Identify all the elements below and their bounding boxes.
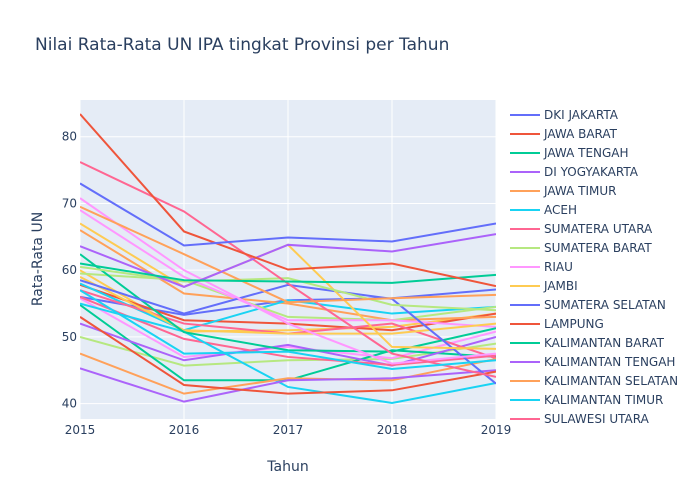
series-line-unlabeled: [80, 297, 496, 360]
series-line-dki-jakarta: [80, 182, 496, 247]
series-line-jawa-tengah: [80, 262, 496, 284]
legend-label: JAWA BARAT: [543, 127, 618, 141]
legend-item[interactable]: KALIMANTAN BARAT: [510, 336, 665, 350]
y-axis-title: Rata-Rata UN: [30, 212, 46, 306]
legend-label: SUMATERA UTARA: [544, 222, 653, 236]
series-line-jawa-timur: [80, 205, 496, 304]
series-line-unlabeled: [80, 322, 496, 367]
legend-item[interactable]: SUMATERA BARAT: [510, 241, 652, 255]
series-lines: [80, 113, 496, 404]
y-tick-label: 70: [62, 196, 77, 210]
legend-item[interactable]: SUMATERA SELATAN: [510, 298, 666, 312]
series-line-kalimantan-timur: [80, 302, 496, 404]
x-axis-title: Tahun: [266, 459, 308, 475]
y-tick-label: 40: [62, 397, 77, 411]
series-line-kalimantan-barat: [80, 253, 496, 353]
series-line-aceh: [80, 289, 496, 370]
legend-label: RIAU: [544, 260, 573, 274]
series-line-unlabeled: [80, 275, 496, 335]
y-tick-label: 60: [62, 263, 77, 277]
legend-label: JAMBI: [543, 279, 578, 293]
series-line-sumatera-selatan: [80, 279, 496, 385]
legend-label: SUMATERA SELATAN: [544, 298, 666, 312]
legend-label: SULAWESI UTARA: [544, 412, 650, 426]
y-tick-label: 50: [62, 330, 77, 344]
series-line-lampung: [80, 316, 496, 395]
legend-item[interactable]: SULAWESI UTARA: [510, 412, 650, 426]
legend-item[interactable]: JAMBI: [510, 279, 578, 293]
series-line-kalimantan-tengah: [80, 367, 496, 403]
series-line-jawa-barat: [80, 113, 496, 288]
x-tick-label: 2018: [377, 423, 408, 437]
legend-item[interactable]: JAWA TIMUR: [510, 184, 616, 198]
x-tick-label: 2019: [481, 423, 512, 437]
legend-label: LAMPUNG: [544, 317, 604, 331]
series-line-di-yogyakarta: [80, 233, 496, 288]
chart-title: Nilai Rata-Rata UN IPA tingkat Provinsi …: [35, 35, 449, 55]
legend-label: KALIMANTAN SELATAN: [544, 374, 678, 388]
legend-item[interactable]: KALIMANTAN TIMUR: [510, 393, 663, 407]
legend-label: DI YOGYAKARTA: [544, 165, 639, 179]
series-line-sumatera-utara: [80, 161, 496, 378]
legend-item[interactable]: ACEH: [510, 203, 577, 217]
legend-item[interactable]: KALIMANTAN TENGAH: [510, 355, 675, 369]
x-tick-label: 2016: [169, 423, 200, 437]
series-line-sumatera-barat: [80, 265, 496, 312]
series-line-unlabeled: [80, 209, 496, 328]
x-tick-label: 2017: [273, 423, 304, 437]
legend-item[interactable]: LAMPUNG: [510, 317, 604, 331]
legend-item[interactable]: DKI JAKARTA: [510, 108, 619, 122]
legend-label: KALIMANTAN TENGAH: [544, 355, 675, 369]
series-line-riau: [80, 197, 496, 365]
x-axis-ticks: 2015 2016 2017 2018 2019: [65, 423, 512, 437]
legend-item[interactable]: JAWA BARAT: [510, 127, 618, 141]
series-line-unlabeled: [80, 272, 496, 322]
x-tick-label: 2015: [65, 423, 96, 437]
legend-label: KALIMANTAN BARAT: [544, 336, 665, 350]
series-line-unlabeled: [80, 282, 496, 332]
legend-item[interactable]: KALIMANTAN SELATAN: [510, 374, 678, 388]
y-axis-ticks: 40 50 60 70 80: [62, 130, 77, 411]
y-tick-label: 80: [62, 130, 77, 144]
legend-item[interactable]: JAWA TENGAH: [510, 146, 629, 160]
legend-label: JAWA TIMUR: [543, 184, 616, 198]
legend-label: SUMATERA BARAT: [544, 241, 652, 255]
series-line-kalimantan-selatan: [80, 352, 496, 395]
legend-label: KALIMANTAN TIMUR: [544, 393, 663, 407]
legend-label: DKI JAKARTA: [544, 108, 619, 122]
legend-item[interactable]: RIAU: [510, 260, 573, 274]
legend-label: JAWA TENGAH: [543, 146, 629, 160]
legend[interactable]: DKI JAKARTA JAWA BARAT JAWA TENGAH DI YOGYA…: [510, 108, 678, 426]
legend-item[interactable]: DI YOGYAKARTA: [510, 165, 639, 179]
legend-label: ACEH: [544, 203, 577, 217]
legend-item[interactable]: SUMATERA UTARA: [510, 222, 653, 236]
